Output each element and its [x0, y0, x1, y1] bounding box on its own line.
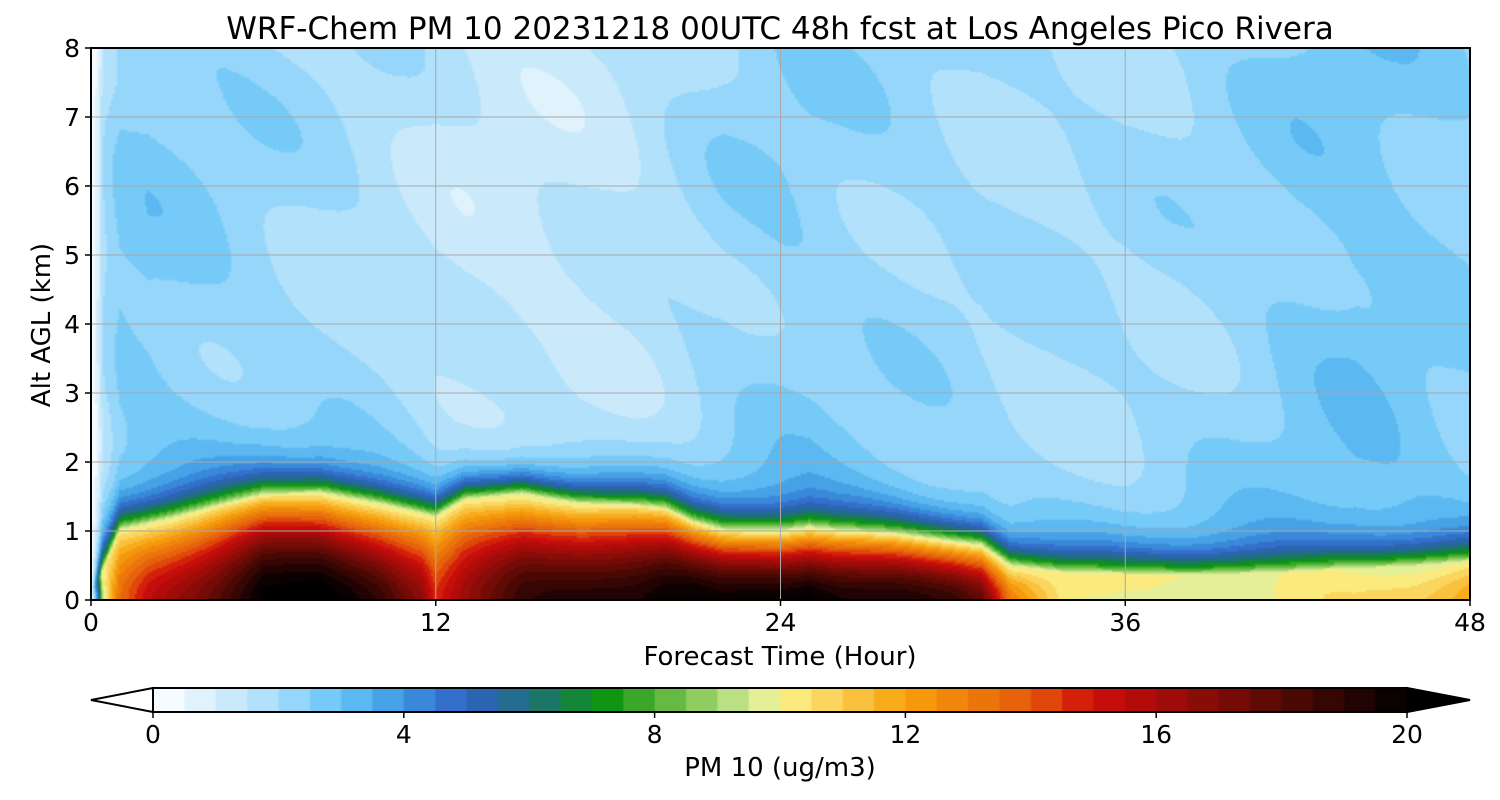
- y-axis: 0 1 2 3 4 5 6 7 8: [64, 34, 91, 615]
- x-tick-label: 12: [420, 608, 452, 637]
- colorbar-under-extension: [90, 686, 154, 714]
- y-tick-label: 7: [64, 103, 80, 132]
- x-tick-label: 48: [1454, 608, 1486, 637]
- colorbar-label: PM 10 (ug/m3): [684, 753, 876, 783]
- y-tick-label: 3: [64, 379, 80, 408]
- colorbar-over-extension: [1406, 686, 1471, 714]
- colorbar-tick-label: 0: [145, 720, 161, 749]
- x-tick-label: 36: [1109, 608, 1141, 637]
- colorbar-gradient: [153, 688, 1407, 712]
- y-tick-label: 5: [64, 241, 80, 270]
- colorbar-tick-label: 20: [1391, 720, 1423, 749]
- colorbar-tick-label: 12: [889, 720, 921, 749]
- colorbar: 0 4 8 12 16 20: [90, 686, 1471, 749]
- x-tick-label: 0: [83, 608, 99, 637]
- x-axis-label: Forecast Time (Hour): [643, 642, 916, 672]
- grid-lines: [91, 48, 1470, 600]
- colorbar-tick-label: 8: [647, 720, 663, 749]
- y-tick-label: 6: [64, 172, 80, 201]
- colorbar-ticks: 0 4 8 12 16 20: [145, 712, 1423, 749]
- colorbar-tick-label: 4: [396, 720, 412, 749]
- y-tick-label: 0: [64, 586, 80, 615]
- y-tick-label: 1: [64, 517, 80, 546]
- chart-title: WRF-Chem PM 10 20231218 00UTC 48h fcst a…: [226, 11, 1333, 47]
- y-tick-label: 4: [64, 310, 80, 339]
- x-axis: 0 12 24 36 48: [83, 600, 1486, 637]
- x-tick-label: 24: [765, 608, 797, 637]
- colorbar-tick-label: 16: [1140, 720, 1172, 749]
- colorbar-frame: [152, 687, 1408, 713]
- y-tick-label: 2: [64, 448, 80, 477]
- y-axis-label: Alt AGL (km): [27, 243, 57, 407]
- y-tick-label: 8: [64, 34, 80, 63]
